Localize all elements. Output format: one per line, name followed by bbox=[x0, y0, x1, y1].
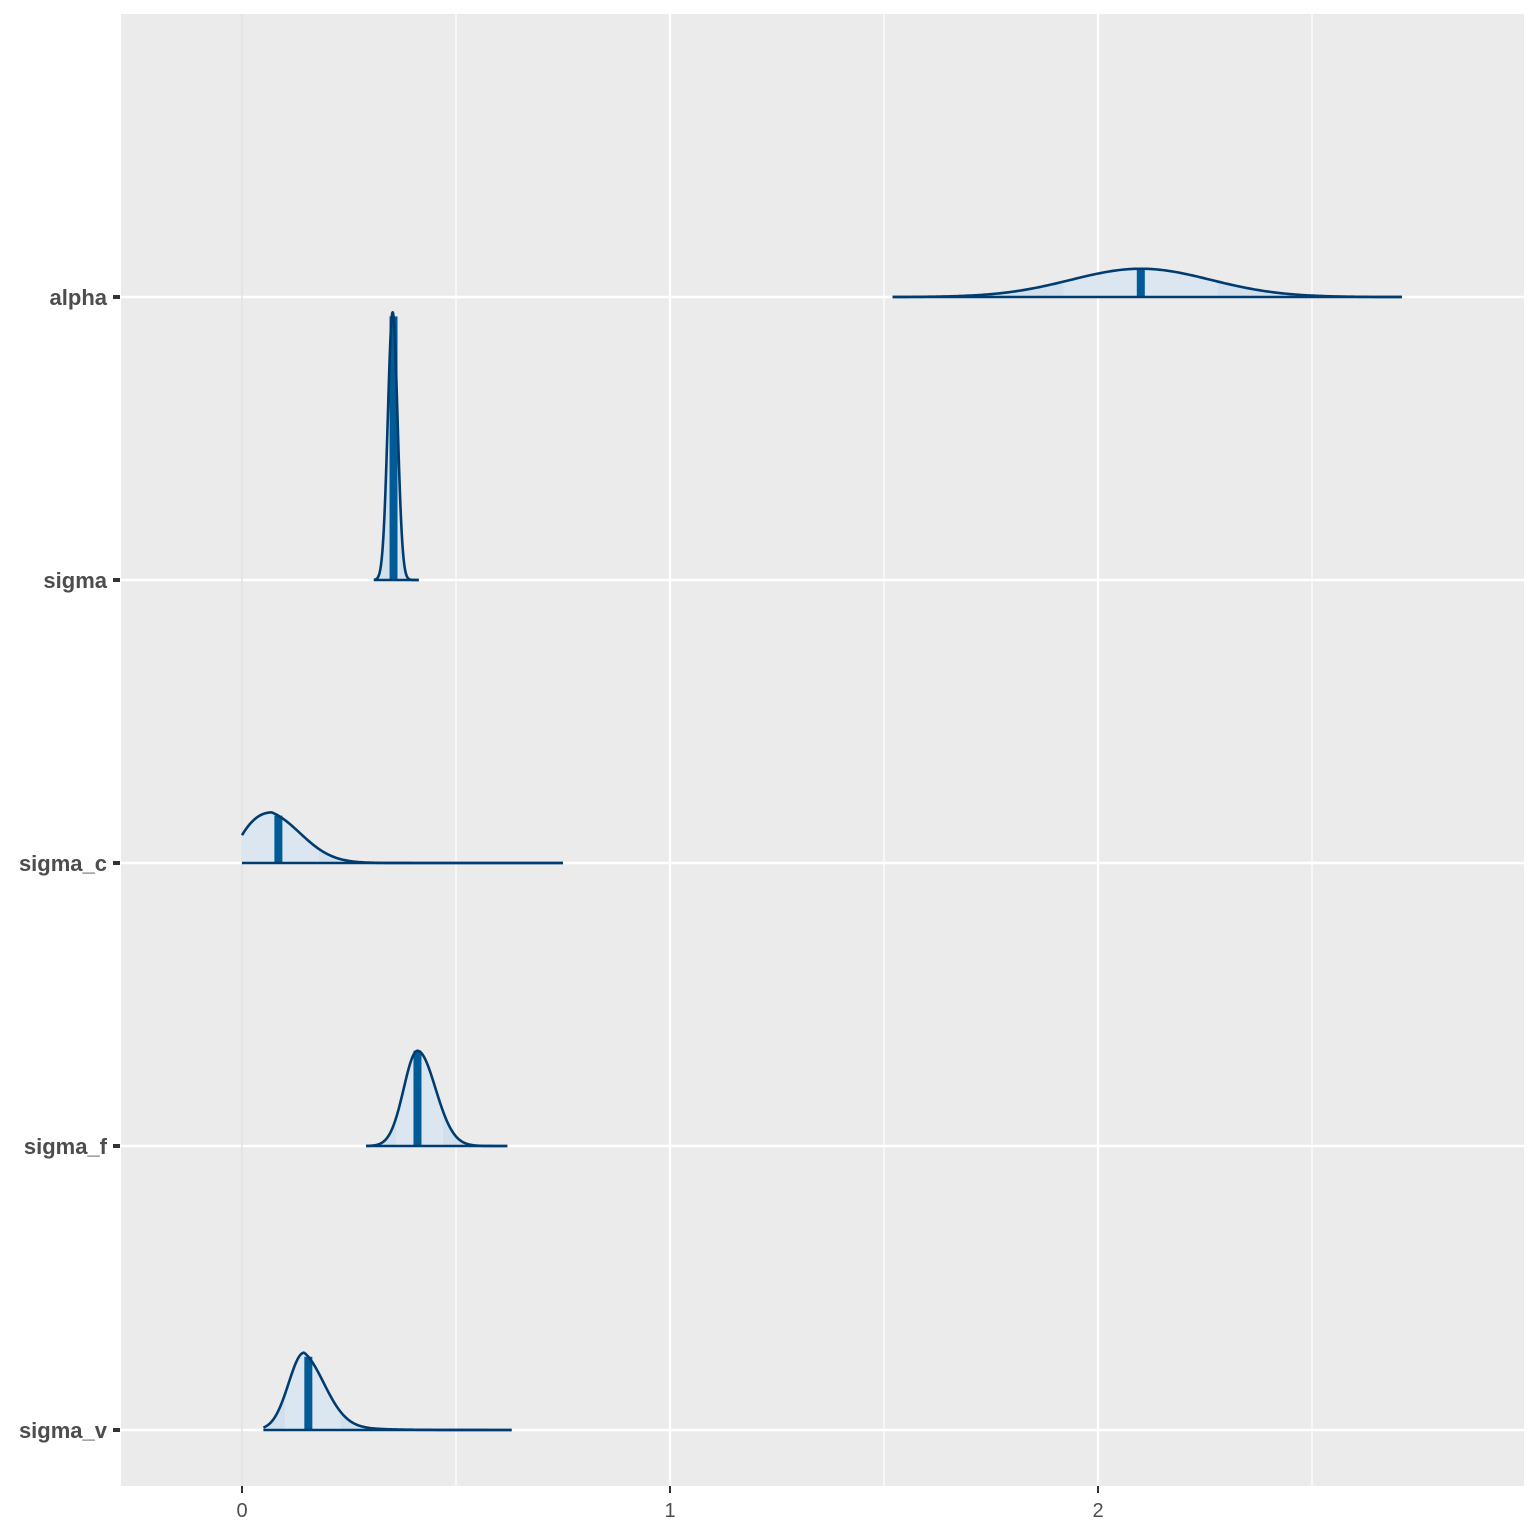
x-tick-label: 0 bbox=[236, 1500, 247, 1522]
y-tick-label: sigma_v bbox=[19, 1418, 108, 1443]
ridge-sigma bbox=[372, 311, 420, 582]
ridge-sigma-f bbox=[365, 1049, 509, 1148]
minor-gridlines bbox=[455, 14, 1313, 1486]
ridge-sigma-c bbox=[240, 811, 563, 865]
x-axis: 0 1 2 bbox=[236, 1486, 1104, 1522]
y-tick-label: sigma_f bbox=[24, 1134, 108, 1159]
ridge-alpha bbox=[892, 267, 1402, 299]
x-tick-label: 1 bbox=[664, 1500, 675, 1522]
ridges bbox=[240, 267, 1402, 1432]
plot-panel bbox=[121, 14, 1524, 1486]
x-tick-label: 2 bbox=[1092, 1500, 1103, 1522]
ridge-sigma-v bbox=[262, 1351, 512, 1432]
y-tick-label: alpha bbox=[50, 285, 108, 310]
interval-fill bbox=[284, 1352, 341, 1430]
y-axis: alpha sigma sigma_c sigma_f sigma_v bbox=[19, 285, 120, 1443]
major-gridlines bbox=[121, 14, 1524, 1486]
y-tick-label: sigma bbox=[43, 568, 107, 593]
y-tick-label: sigma_c bbox=[19, 851, 107, 876]
